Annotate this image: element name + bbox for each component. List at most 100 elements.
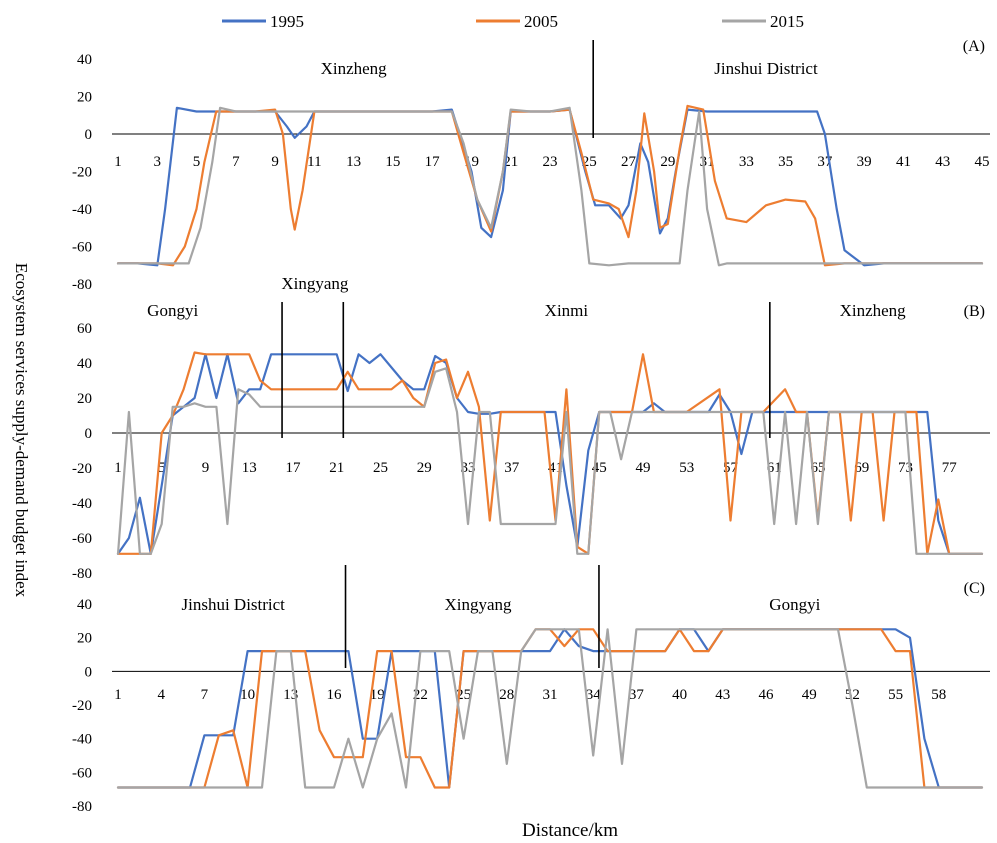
- x-tick-label: 17: [285, 460, 301, 476]
- y-tick-label: 40: [77, 52, 92, 68]
- x-tick-label: 29: [660, 154, 675, 170]
- y-tick-label: -40: [72, 202, 92, 218]
- x-tick-label: 9: [271, 154, 279, 170]
- y-tick-label: -20: [72, 698, 92, 714]
- region-label: Xinzheng: [321, 59, 388, 78]
- y-tick-label: 0: [85, 664, 93, 680]
- x-tick-label: 5: [193, 154, 201, 170]
- x-tick-label: 13: [242, 460, 257, 476]
- x-tick-label: 16: [327, 687, 343, 703]
- x-tick-label: 53: [679, 460, 694, 476]
- region-label: Jinshui District: [181, 595, 285, 614]
- panel-label: (B): [964, 303, 985, 320]
- region-label: Gongyi: [147, 301, 198, 320]
- x-tick-label: 55: [888, 687, 903, 703]
- x-tick-label: 45: [975, 154, 990, 170]
- x-tick-label: 1: [114, 460, 122, 476]
- x-tick-label: 5: [158, 460, 166, 476]
- x-tick-label: 41: [896, 154, 911, 170]
- y-tick-label: -60: [72, 240, 92, 256]
- y-tick-label: -40: [72, 496, 92, 512]
- y-tick-label: 40: [77, 356, 92, 372]
- x-tick-label: 27: [621, 154, 637, 170]
- panel-label: (C): [964, 580, 985, 597]
- x-tick-label: 28: [499, 687, 514, 703]
- x-tick-label: 37: [504, 460, 520, 476]
- legend-item-2005: 2005: [476, 12, 558, 31]
- region-label: Xinzheng: [840, 301, 907, 320]
- series-line-1995: [116, 106, 984, 267]
- y-tick-label: 0: [85, 426, 93, 442]
- x-tick-label: 1: [114, 154, 122, 170]
- x-tick-label: 10: [240, 687, 255, 703]
- x-tick-label: 40: [672, 687, 687, 703]
- x-tick-label: 7: [201, 687, 209, 703]
- x-tick-label: 65: [810, 460, 825, 476]
- x-tick-label: 61: [767, 460, 782, 476]
- x-tick-label: 19: [370, 687, 385, 703]
- x-tick-label: 43: [715, 687, 730, 703]
- x-tick-label: 35: [778, 154, 793, 170]
- y-tick-label: -20: [72, 165, 92, 181]
- x-tick-label: 4: [157, 687, 165, 703]
- series-line-2015: [116, 106, 984, 267]
- legend-label: 1995: [270, 12, 304, 31]
- y-tick-label: -80: [72, 799, 92, 815]
- x-tick-label: 77: [942, 460, 958, 476]
- y-tick-label: 20: [77, 391, 92, 407]
- series-line-2015: [116, 628, 984, 789]
- x-tick-label: 33: [460, 460, 475, 476]
- x-tick-label: 1: [114, 687, 122, 703]
- x-tick-label: 23: [543, 154, 558, 170]
- region-label: Gongyi: [769, 595, 820, 614]
- y-tick-label: -40: [72, 732, 92, 748]
- series-line-2005: [116, 351, 984, 555]
- x-tick-label: 43: [935, 154, 950, 170]
- x-tick-label: 37: [629, 687, 645, 703]
- x-tick-label: 21: [329, 460, 344, 476]
- legend-item-1995: 1995: [222, 12, 304, 31]
- x-tick-label: 31: [543, 687, 558, 703]
- region-label: Xinmi: [545, 301, 589, 320]
- x-tick-label: 69: [854, 460, 869, 476]
- region-label: Jinshui District: [714, 59, 818, 78]
- x-tick-label: 46: [759, 687, 775, 703]
- x-tick-label: 9: [202, 460, 210, 476]
- x-tick-label: 17: [425, 154, 441, 170]
- x-tick-label: 13: [346, 154, 361, 170]
- y-tick-label: -20: [72, 461, 92, 477]
- y-tick-label: -60: [72, 765, 92, 781]
- region-label: Xingyang: [281, 274, 349, 293]
- y-tick-label: -60: [72, 531, 92, 547]
- x-tick-label: 7: [232, 154, 240, 170]
- legend-label: 2015: [770, 12, 804, 31]
- legend-label: 2005: [524, 12, 558, 31]
- x-tick-label: 25: [373, 460, 388, 476]
- y-tick-label: 20: [77, 631, 92, 647]
- y-tick-label: 20: [77, 90, 92, 106]
- x-tick-label: 33: [739, 154, 754, 170]
- legend-item-2015: 2015: [722, 12, 804, 31]
- y-tick-label: -80: [72, 566, 92, 582]
- x-tick-label: 49: [635, 460, 650, 476]
- x-axis-label: Distance/km: [522, 820, 618, 841]
- x-tick-label: 11: [307, 154, 321, 170]
- x-tick-label: 58: [931, 687, 946, 703]
- y-tick-label: -80: [72, 277, 92, 293]
- region-label: Xingyang: [444, 595, 512, 614]
- x-tick-label: 39: [857, 154, 872, 170]
- series-line-2005: [116, 104, 984, 267]
- y-tick-label: 40: [77, 597, 92, 613]
- x-tick-label: 49: [802, 687, 817, 703]
- x-tick-label: 3: [154, 154, 162, 170]
- y-axis-label: Ecosystem services supply-demand budget …: [12, 263, 31, 598]
- x-tick-label: 15: [385, 154, 400, 170]
- y-tick-label: 0: [85, 127, 93, 143]
- y-tick-label: 60: [77, 321, 92, 337]
- x-tick-label: 29: [417, 460, 432, 476]
- x-tick-label: 34: [586, 687, 602, 703]
